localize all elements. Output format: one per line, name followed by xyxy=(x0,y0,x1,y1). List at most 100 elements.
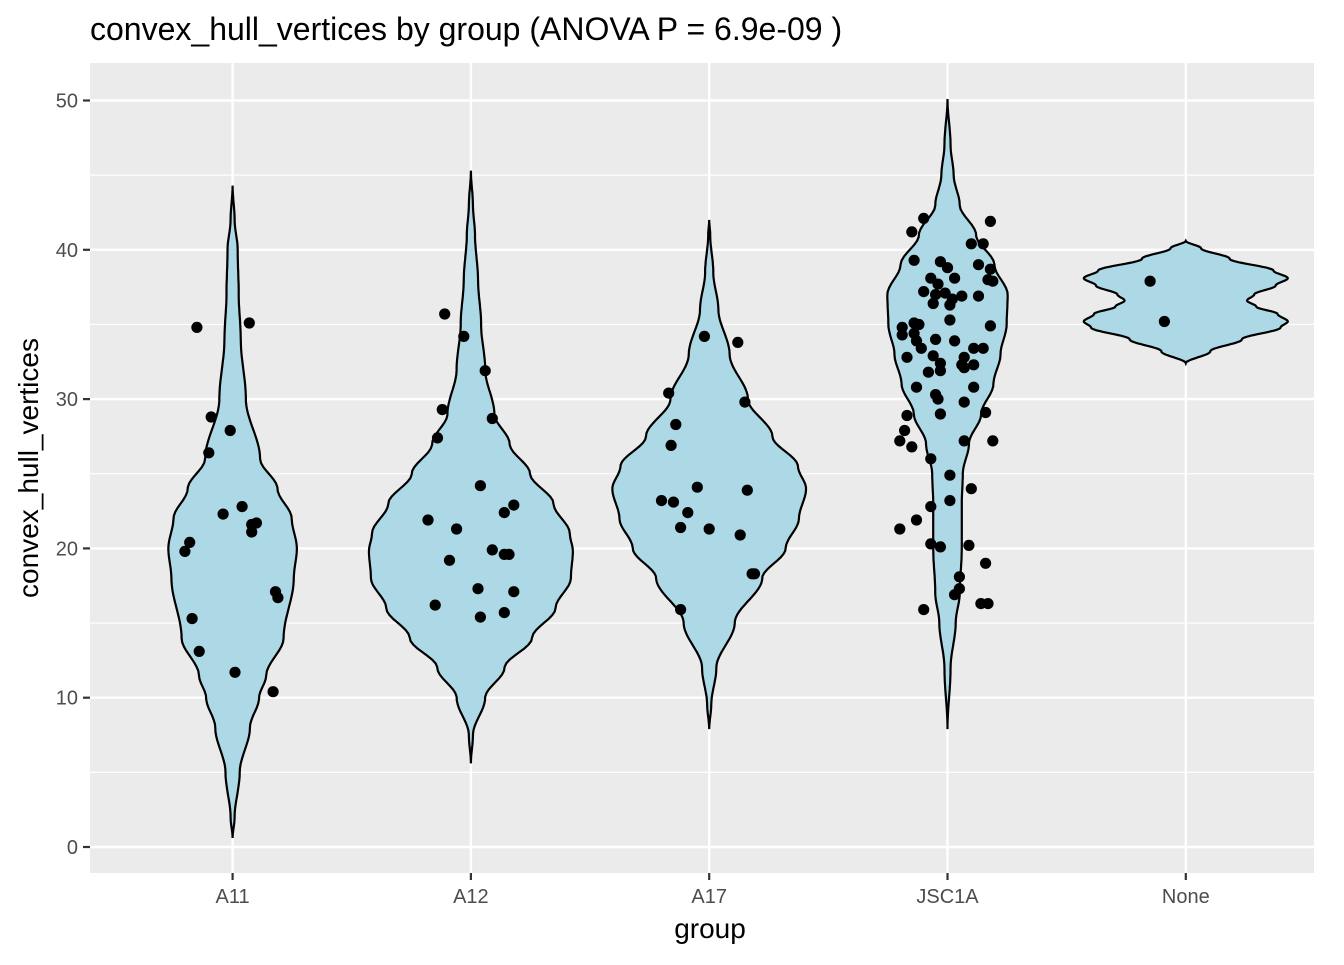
data-point-JSC1A xyxy=(932,278,944,290)
data-point-A17 xyxy=(667,496,680,508)
data-point-JSC1A xyxy=(910,381,923,393)
data-point-JSC1A xyxy=(944,314,956,326)
data-point-JSC1A xyxy=(956,290,968,302)
data-point-JSC1A xyxy=(949,589,961,601)
data-point-JSC1A xyxy=(987,275,999,287)
data-point-A11 xyxy=(224,424,236,437)
violin-A11 xyxy=(167,185,299,839)
data-point-JSC1A xyxy=(932,393,944,405)
data-point-JSC1A xyxy=(946,293,958,305)
data-point-JSC1A xyxy=(944,469,956,481)
data-point-A17 xyxy=(698,330,711,342)
data-point-JSC1A xyxy=(982,598,994,610)
data-point-JSC1A xyxy=(925,501,937,513)
data-point-JSC1A xyxy=(894,523,906,535)
violin-A12 xyxy=(367,170,575,764)
data-point-A17 xyxy=(665,439,677,451)
violin-None xyxy=(1082,238,1290,367)
data-point-A11 xyxy=(236,501,248,513)
data-point-A12 xyxy=(486,544,498,556)
data-point-A11 xyxy=(246,526,258,538)
data-point-JSC1A xyxy=(918,212,930,224)
data-point-JSC1A xyxy=(968,381,980,393)
data-point-A11 xyxy=(243,317,255,329)
data-point-A12 xyxy=(443,554,456,566)
data-point-JSC1A xyxy=(972,259,985,271)
data-point-JSC1A xyxy=(958,435,970,447)
data-point-A12 xyxy=(508,586,520,598)
x-axis: A11 A12 A17 JSC1A None xyxy=(216,873,1210,908)
data-point-JSC1A xyxy=(927,350,939,362)
data-point-A12 xyxy=(474,611,486,623)
data-point-JSC1A xyxy=(977,342,989,354)
data-point-JSC1A xyxy=(908,254,920,266)
data-point-JSC1A xyxy=(894,435,906,447)
data-point-JSC1A xyxy=(925,453,937,465)
x-tick-label: A11 xyxy=(216,886,250,908)
data-point-A12 xyxy=(486,412,498,425)
data-point-JSC1A xyxy=(944,495,956,507)
data-point-JSC1A xyxy=(980,557,992,569)
data-point-JSC1A xyxy=(927,297,939,310)
data-point-A11 xyxy=(205,411,217,423)
x-tick-label: None xyxy=(1162,886,1210,908)
data-point-A11 xyxy=(217,508,229,520)
data-point-A17 xyxy=(734,529,746,541)
data-point-A11 xyxy=(229,666,241,678)
data-point-JSC1A xyxy=(949,272,961,284)
data-point-A11 xyxy=(193,645,205,658)
data-point-A12 xyxy=(508,499,520,511)
data-point-A17 xyxy=(670,418,682,431)
data-point-JSC1A xyxy=(958,362,970,374)
data-point-JSC1A xyxy=(965,483,977,495)
data-point-JSC1A xyxy=(984,320,997,332)
data-point-JSC1A xyxy=(934,541,947,553)
data-point-JSC1A xyxy=(922,366,935,378)
y-axis: 0 10 20 30 40 50 xyxy=(56,91,90,859)
data-point-JSC1A xyxy=(984,263,997,275)
data-point-JSC1A xyxy=(896,329,908,341)
data-point-JSC1A xyxy=(906,441,918,453)
data-point-A11 xyxy=(179,545,191,558)
data-point-JSC1A xyxy=(910,514,923,526)
data-point-JSC1A xyxy=(949,335,961,347)
data-point-JSC1A xyxy=(968,342,980,354)
data-point-JSC1A xyxy=(918,604,930,616)
data-point-A17 xyxy=(739,396,751,408)
data-point-A12 xyxy=(474,480,486,492)
data-point-JSC1A xyxy=(965,238,977,250)
data-point-JSC1A xyxy=(972,290,985,302)
data-point-JSC1A xyxy=(958,396,970,408)
data-point-A12 xyxy=(439,308,451,320)
data-point-JSC1A xyxy=(941,262,954,274)
data-point-JSC1A xyxy=(934,408,947,420)
data-point-A17 xyxy=(703,523,715,535)
data-point-A17 xyxy=(675,604,687,616)
violin-A17 xyxy=(611,219,808,730)
data-point-A17 xyxy=(655,495,668,507)
data-point-JSC1A xyxy=(906,226,918,238)
data-point-A12 xyxy=(451,523,463,535)
y-axis-label: convex_hull_vertices xyxy=(13,338,44,598)
data-point-JSC1A xyxy=(980,406,992,419)
data-point-A17 xyxy=(691,481,703,493)
data-point-A12 xyxy=(498,506,510,519)
data-point-A17 xyxy=(732,336,744,348)
data-point-A17 xyxy=(663,387,675,399)
data-point-JSC1A xyxy=(934,365,947,377)
data-point-A12 xyxy=(479,365,491,377)
data-point-JSC1A xyxy=(930,289,942,301)
data-point-A17 xyxy=(675,521,687,534)
data-point-JSC1A xyxy=(984,215,997,227)
data-point-JSC1A xyxy=(925,538,937,550)
data-point-JSC1A xyxy=(899,424,911,437)
x-tick-label: A17 xyxy=(691,886,727,908)
data-point-A17 xyxy=(682,506,694,519)
data-point-A11 xyxy=(203,447,215,459)
data-point-A11 xyxy=(272,592,284,604)
x-tick-label: A12 xyxy=(453,886,489,908)
data-point-A11 xyxy=(267,686,279,698)
data-point-None xyxy=(1144,275,1156,287)
point-layer xyxy=(179,212,1170,698)
